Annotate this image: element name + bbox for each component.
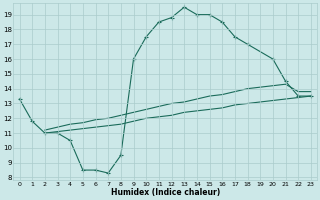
X-axis label: Humidex (Indice chaleur): Humidex (Indice chaleur) [111, 188, 220, 197]
